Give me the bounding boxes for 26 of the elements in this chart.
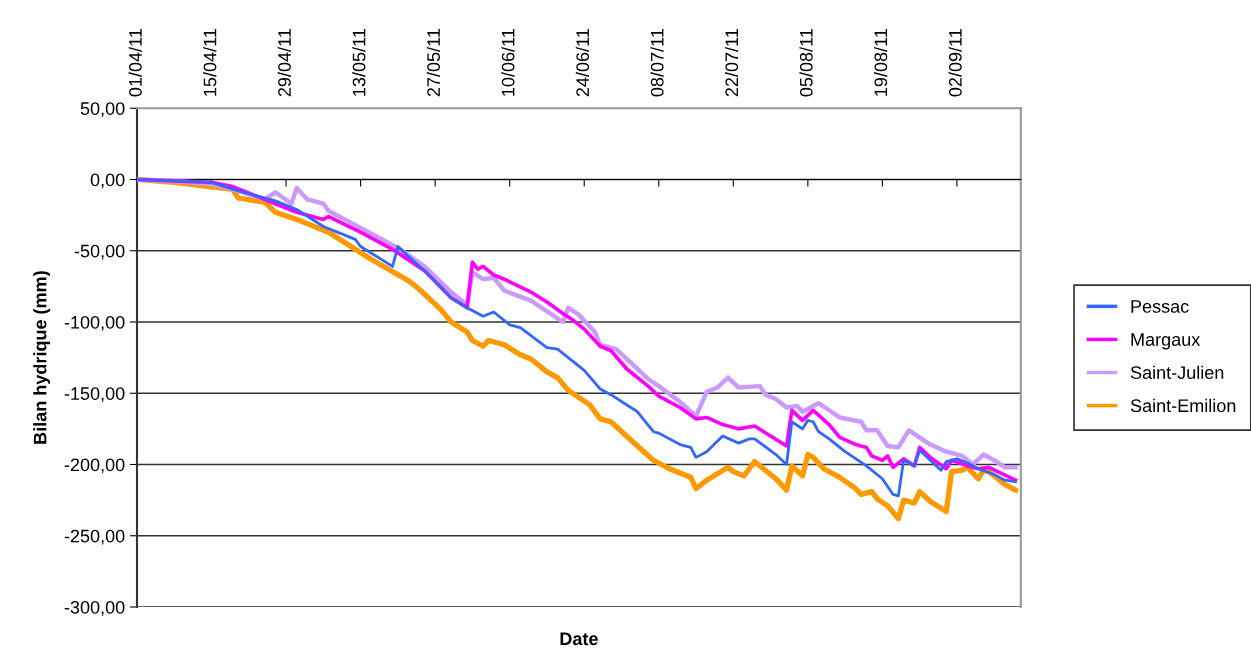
y-axis-title: Bilan hydrique (mm) <box>33 271 51 444</box>
legend-label: Margaux <box>1131 333 1201 350</box>
x-tick-label: 29/04/11 <box>277 29 291 97</box>
y-tick-label: -50,00 <box>74 244 125 260</box>
x-tick-label: 15/04/11 <box>203 29 217 96</box>
x-tick-label: 01/04/11 <box>128 29 142 97</box>
x-tick-label: 02/09/11 <box>948 29 962 97</box>
y-tick-label: 50,00 <box>80 102 125 118</box>
legend-label: Pessac <box>1131 300 1189 313</box>
y-tick-label: -200,00 <box>64 458 125 474</box>
x-tick-label: 24/06/11 <box>575 29 590 97</box>
x-tick-label: 10/06/11 <box>501 29 515 96</box>
x-tick-label: 27/05/11 <box>426 29 440 97</box>
legend-label: Saint-Julien <box>1130 365 1224 380</box>
x-tick-label: 22/07/11 <box>724 29 739 97</box>
x-axis-title: Date <box>560 632 598 646</box>
x-tick-label: 13/05/11 <box>352 29 366 96</box>
x-tick-label: 08/07/11 <box>650 29 664 97</box>
x-tick-label: 05/08/11 <box>799 29 813 97</box>
y-tick-label: -150,00 <box>64 387 125 403</box>
legend-label: Saint-Emilion <box>1130 398 1236 413</box>
y-tick-label: -300,00 <box>64 600 125 616</box>
y-tick-label: -250,00 <box>64 529 125 545</box>
x-tick-label: 19/08/11 <box>873 29 888 96</box>
y-tick-label: 0,00 <box>90 173 125 189</box>
y-tick-label: -100,00 <box>64 315 125 331</box>
